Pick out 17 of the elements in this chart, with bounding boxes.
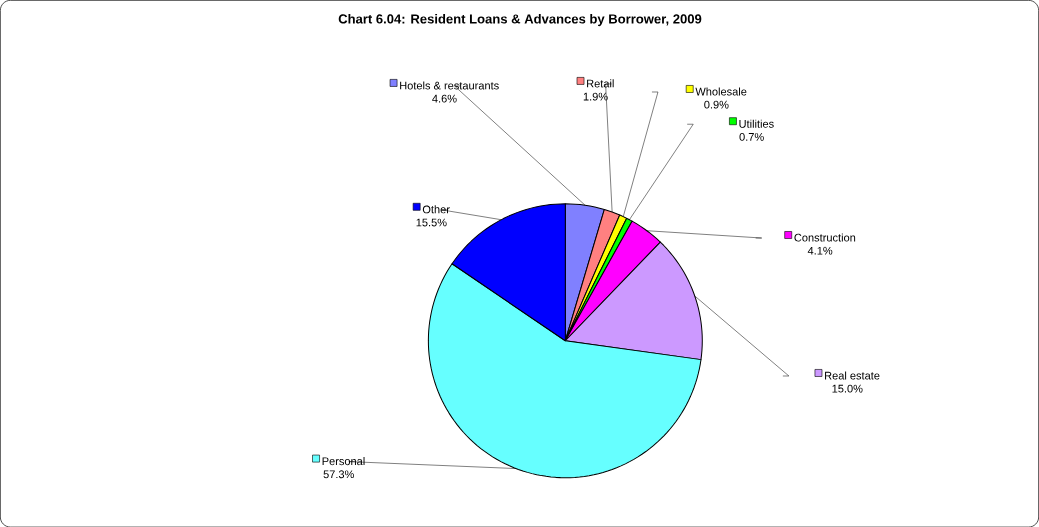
data-label: 1.9% [583, 92, 608, 101]
legend-label: Other [422, 205, 450, 214]
data-label: 15.0% [832, 384, 863, 393]
data-label: 4.1% [807, 246, 833, 255]
data-label: 0.9% [704, 100, 729, 109]
legend-label: Personal [322, 456, 365, 465]
data-label: 15.5% [416, 218, 447, 227]
legend-label: Construction [794, 233, 856, 242]
data-label: 57.3% [323, 470, 354, 478]
legend-label: Utilities [739, 119, 774, 128]
data-label: 0.7% [739, 132, 764, 141]
data-label: 4.6% [432, 94, 457, 103]
legend-label: Hotels & restaurants [400, 81, 499, 90]
legend-label: Wholesale [695, 87, 747, 96]
legend-label: Retail [587, 79, 614, 88]
legend-label: Real estate [825, 371, 880, 380]
chart-title: Chart 6.04: Resident Loans & Advances by Borrower, 2009 [338, 13, 702, 26]
